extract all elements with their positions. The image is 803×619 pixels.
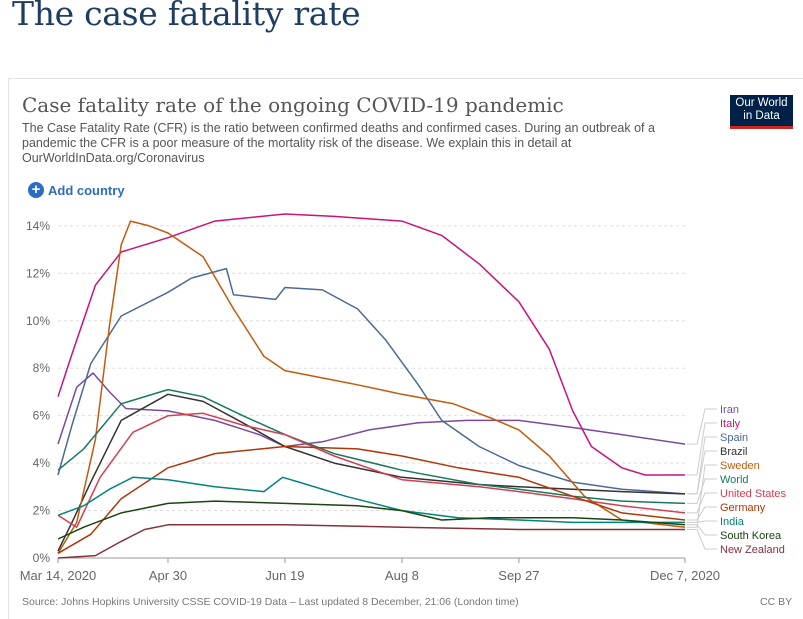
legend-leader [687, 422, 717, 476]
series-line-spain [57, 267, 686, 495]
logo-line-1: Our World [735, 97, 788, 109]
legend-leader [687, 506, 717, 521]
legend-leader [687, 524, 717, 536]
legend-label-south-korea: South Korea [720, 530, 782, 542]
x-tick-label: Mar 14, 2020 [20, 568, 97, 583]
y-tick-label: 4% [33, 456, 51, 470]
footer-license[interactable]: CC BY [760, 596, 793, 608]
series-lines [57, 213, 686, 559]
legend-label-united-states: United States [720, 488, 787, 500]
legend: Iran Italy Spain Brazil Sweden World United St… [687, 404, 787, 556]
x-tick-label: Sep 27 [498, 568, 539, 583]
y-axis-ticks: 0% 2% 4% 6% 8% 10% 12% 14% [26, 219, 50, 565]
add-country-button[interactable]: + Add country [28, 182, 125, 198]
gridlines [58, 225, 685, 559]
x-axis-ticks: Mar 14, 2020 Apr 30 Jun 19 Aug 8 Sep 27 Dec 7… [20, 558, 720, 583]
legend-label-spain: Spain [720, 432, 748, 444]
legend-label-iran: Iran [720, 404, 739, 416]
series-line-italy [57, 213, 685, 476]
series-line-germany [57, 445, 686, 554]
add-country-label: Add country [48, 182, 125, 198]
series-line-south-korea [57, 500, 686, 540]
legend-label-brazil: Brazil [720, 446, 748, 458]
legend-label-new-zealand: New Zealand [720, 544, 785, 556]
y-tick-label: 14% [26, 219, 50, 233]
legend-label-india: India [720, 516, 745, 528]
y-tick-label: 10% [26, 314, 50, 328]
legend-leader [687, 450, 717, 495]
logo-line-2: in Data [743, 110, 780, 122]
series-line-sweden [57, 220, 686, 554]
chart-title: Case fatality rate of the ongoing COVID-… [22, 93, 564, 117]
legend-label-sweden: Sweden [720, 460, 760, 472]
x-tick-label: Dec 7, 2020 [650, 568, 720, 583]
legend-label-germany: Germany [720, 502, 766, 514]
y-tick-label: 0% [33, 551, 51, 565]
legend-label-italy: Italy [720, 418, 741, 430]
x-tick-label: Aug 8 [385, 568, 419, 583]
chart-subtitle: The Case Fatality Rate (CFR) is the rati… [22, 121, 655, 165]
y-tick-label: 2% [33, 504, 51, 518]
page-title: The case fatality rate [12, 0, 361, 33]
plus-icon: + [28, 182, 44, 198]
y-tick-label: 6% [33, 409, 51, 423]
legend-leader [687, 492, 717, 514]
series-line-united-states [57, 412, 686, 528]
y-tick-label: 8% [33, 361, 51, 375]
legend-leader [687, 408, 717, 445]
series-line-new-zealand [57, 524, 685, 559]
owid-logo[interactable]: Our World in Data [730, 95, 793, 129]
legend-leader [687, 529, 717, 550]
series-line-india [57, 476, 685, 524]
y-tick-label: 12% [26, 266, 50, 280]
legend-label-world: World [720, 474, 749, 486]
legend-leader [687, 520, 717, 523]
footer-source: Source: Johns Hopkins University CSSE CO… [22, 596, 519, 608]
x-tick-label: Apr 30 [149, 568, 187, 583]
legend-leader [687, 464, 717, 528]
series-line-world [57, 388, 686, 505]
x-tick-label: Jun 19 [265, 568, 304, 583]
legend-leader [687, 478, 717, 504]
series-line-iran [57, 372, 686, 448]
